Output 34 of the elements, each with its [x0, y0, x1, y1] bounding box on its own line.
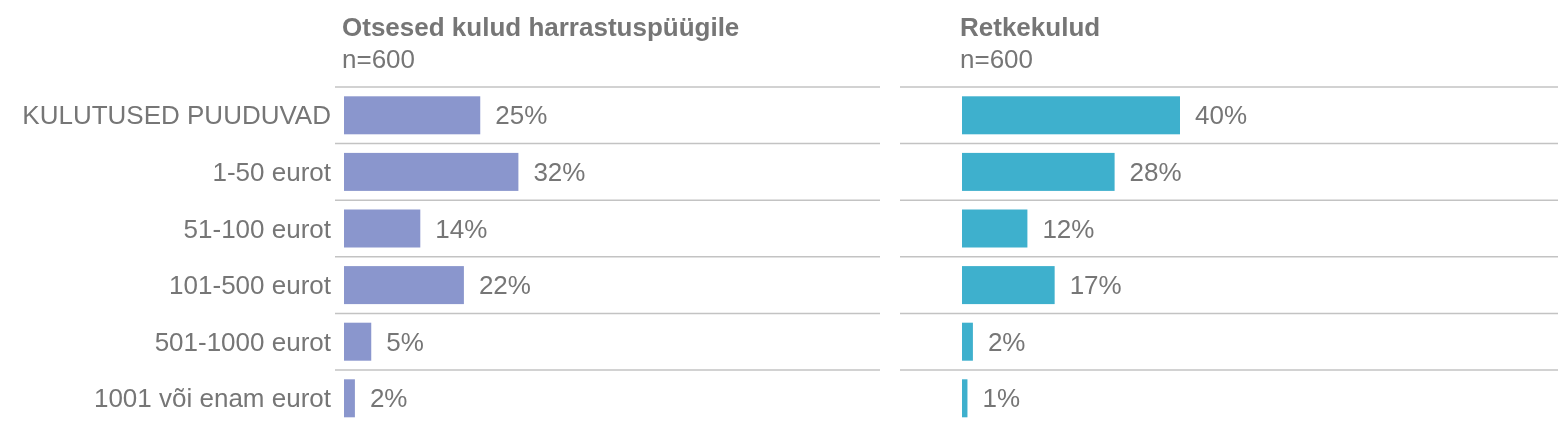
- bar: [962, 152, 1115, 191]
- bar: [344, 209, 421, 248]
- bar: [962, 379, 968, 418]
- y-tick-label: 1-50 eurot: [212, 156, 332, 187]
- bar: [962, 322, 973, 361]
- data-label: 1%: [982, 383, 1021, 414]
- bar: [344, 266, 464, 305]
- y-tick-label: KULUTUSED PUUDUVAD: [22, 100, 331, 131]
- y-tick-label: 1001 või enam eurot: [93, 383, 332, 414]
- bar: [344, 322, 372, 361]
- y-tick-label: 51-100 eurot: [183, 213, 332, 244]
- bar: [344, 152, 519, 191]
- chart-title: Retkekulud: [960, 12, 1101, 42]
- data-label: 12%: [1042, 213, 1095, 244]
- data-label: 2%: [369, 383, 408, 414]
- y-tick-label: 101-500 eurot: [169, 270, 332, 301]
- data-label: 32%: [533, 156, 586, 187]
- bar: [962, 266, 1055, 305]
- data-label: 14%: [435, 213, 488, 244]
- data-label: 5%: [386, 326, 424, 357]
- data-label: 22%: [478, 270, 531, 301]
- bar: [962, 96, 1180, 135]
- data-label: 28%: [1129, 156, 1182, 187]
- y-tick-label: 501-1000 eurot: [154, 326, 332, 357]
- chart-title: Otsesed kulud harrastuspüügile: [342, 12, 740, 42]
- data-label: 25%: [495, 100, 548, 131]
- data-label: 2%: [987, 326, 1026, 357]
- bar: [344, 96, 481, 135]
- data-label: 40%: [1195, 100, 1248, 131]
- bar: [344, 379, 355, 418]
- chart-subtitle: n=600: [342, 44, 416, 74]
- bar: [962, 209, 1028, 248]
- chart-subtitle: n=600: [960, 44, 1034, 74]
- data-label: 17%: [1069, 270, 1122, 301]
